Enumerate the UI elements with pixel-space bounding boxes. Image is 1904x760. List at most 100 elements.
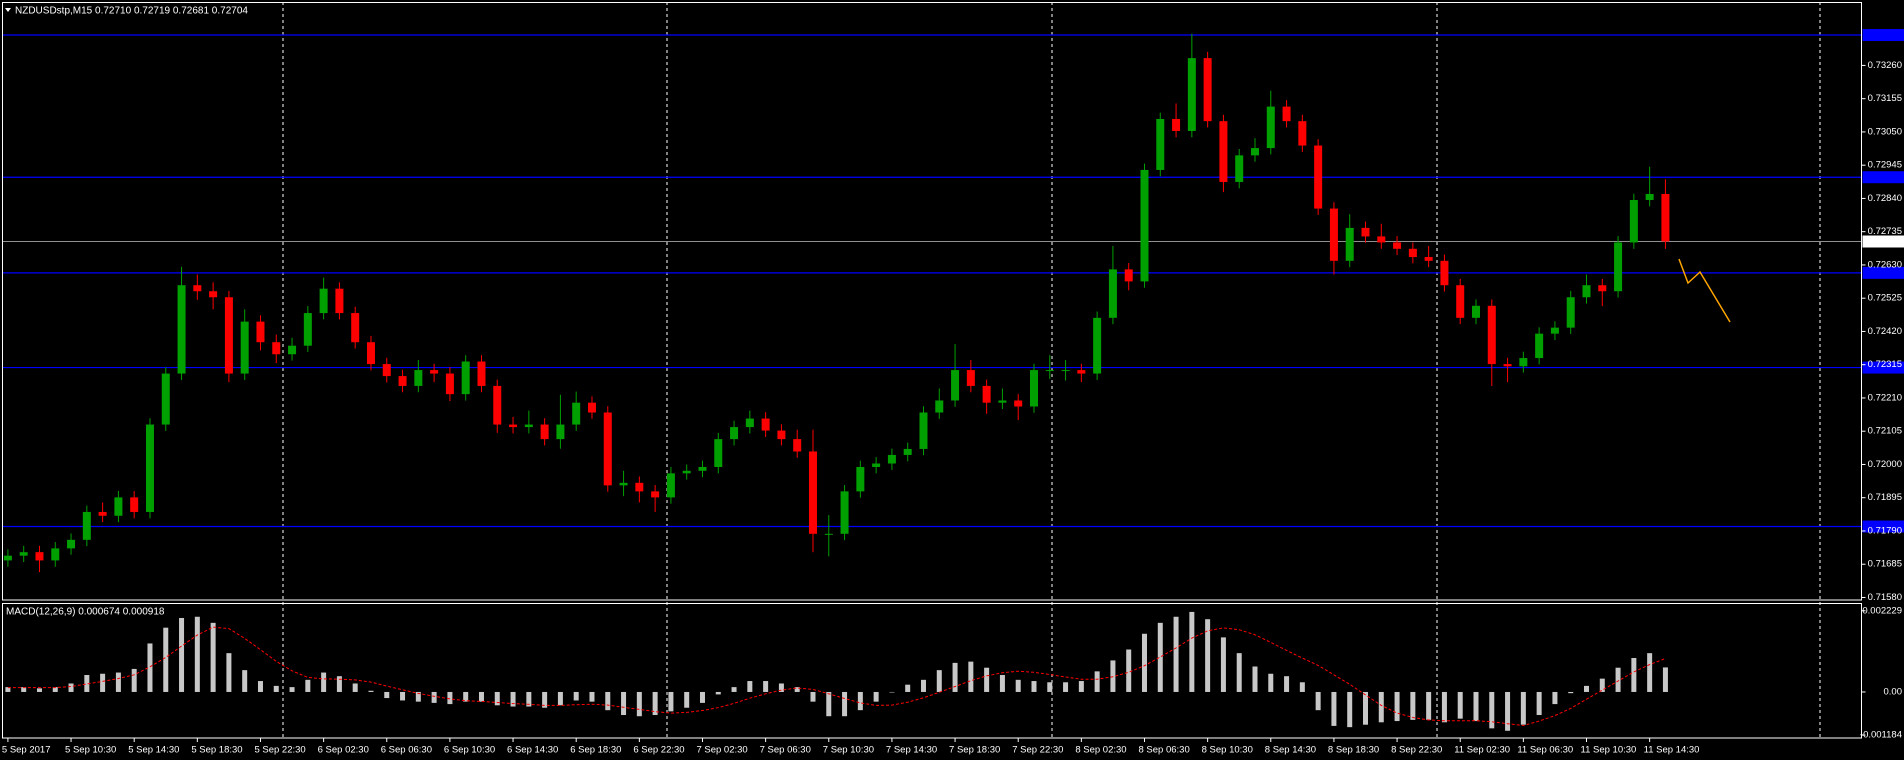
candle-body <box>1550 327 1559 334</box>
candle-body <box>572 402 581 425</box>
candle-body <box>1298 121 1307 146</box>
x-tick-label: 11 Sep 06:30 <box>1517 745 1573 756</box>
macd-bar <box>857 691 863 711</box>
macd-bar <box>778 683 784 692</box>
candle-body <box>1456 285 1465 318</box>
candle-body <box>477 361 486 386</box>
x-tick-label: 11 Sep 10:30 <box>1581 745 1637 756</box>
candle-body <box>51 548 60 561</box>
macd-bar <box>510 691 516 707</box>
macd-bar <box>1220 637 1226 692</box>
y-tick-label: 0.72735 <box>1868 226 1902 237</box>
y-tick-label: 0.72315 <box>1868 359 1902 370</box>
candle-body <box>1471 305 1480 318</box>
candle-body <box>1661 193 1670 242</box>
candle-body <box>509 424 518 428</box>
candle-body <box>366 342 375 365</box>
candle-body <box>1187 58 1196 131</box>
macd-bar <box>1647 653 1653 692</box>
candle-body <box>935 400 944 413</box>
x-tick-label: 6 Sep 18:30 <box>570 745 621 756</box>
y-tick-label: 0.002229 <box>1862 605 1902 616</box>
macd-bar <box>84 674 90 692</box>
candle-body <box>1566 297 1575 328</box>
x-tick-label: 5 Sep 18:30 <box>191 745 242 756</box>
candle-body <box>966 370 975 386</box>
x-tick-label: 7 Sep 18:30 <box>949 745 1000 756</box>
candle-body <box>793 439 802 452</box>
x-tick-label: 6 Sep 02:30 <box>318 745 369 756</box>
x-tick-label: 11 Sep 02:30 <box>1454 745 1510 756</box>
candle-body <box>67 539 76 549</box>
macd-bar <box>1599 678 1605 692</box>
candle-body <box>445 373 454 395</box>
candle-body <box>1077 370 1086 374</box>
macd-bar <box>494 691 500 706</box>
macd-bar <box>1299 682 1305 692</box>
macd-bar <box>731 687 737 692</box>
x-tick-label: 6 Sep 10:30 <box>444 745 495 756</box>
macd-bar <box>1473 691 1479 722</box>
candle-body <box>272 342 281 355</box>
candle-body <box>540 424 549 440</box>
macd-bar <box>447 691 453 705</box>
candle-body <box>1156 118 1165 170</box>
candle-body <box>698 466 707 471</box>
macd-bar <box>1031 681 1037 692</box>
menu-arrow <box>5 8 11 12</box>
x-tick-label: 8 Sep 22:30 <box>1391 745 1442 756</box>
macd-bar <box>636 691 642 717</box>
candle-body <box>414 370 423 386</box>
candle-body <box>1282 106 1291 122</box>
macd-bar <box>1536 691 1542 716</box>
macd-bar <box>1315 691 1321 711</box>
macd-bar <box>1489 691 1495 729</box>
macd-bar <box>1362 691 1368 725</box>
macd-bar <box>1236 653 1242 692</box>
macd-bar <box>147 643 153 692</box>
candle-body <box>635 482 644 492</box>
candle-body <box>1093 317 1102 374</box>
candle-body <box>161 373 170 425</box>
macd-bar <box>36 688 42 692</box>
candle-body <box>288 345 297 355</box>
macd-bar <box>842 691 848 717</box>
y-tick-label: 0.73260 <box>1868 60 1902 71</box>
candle-body <box>114 497 123 516</box>
candle-body <box>919 412 928 449</box>
current-price-label: 0.72704 <box>1868 237 1902 248</box>
x-tick-label: 8 Sep 18:30 <box>1328 745 1379 756</box>
macd-bar <box>747 681 753 692</box>
candle-body <box>1408 248 1417 258</box>
current-price-tag <box>1862 235 1904 248</box>
x-tick-label: 6 Sep 14:30 <box>507 745 558 756</box>
y-tick-label: 0.00 <box>1884 686 1903 697</box>
macd-bar <box>557 691 563 706</box>
signal-line <box>7 626 1666 727</box>
macd-bar <box>257 681 263 692</box>
x-tick-label: 11 Sep 14:30 <box>1644 745 1700 756</box>
macd-bar <box>573 691 579 701</box>
y-tick-label: 0.73155 <box>1868 93 1902 104</box>
level-tag <box>1862 266 1904 279</box>
macd-bar <box>526 691 532 707</box>
macd-bar <box>968 661 974 692</box>
y-tick-label: 0.71685 <box>1868 559 1902 570</box>
candle-body <box>1108 269 1117 318</box>
macd-bar <box>810 691 816 702</box>
macd-bar <box>1141 633 1147 692</box>
vertical-grid <box>282 2 1821 738</box>
macd-bar <box>179 617 185 692</box>
x-tick-label: 8 Sep 06:30 <box>1138 745 1189 756</box>
macd-bar <box>131 668 137 692</box>
candle-body <box>951 370 960 401</box>
y-tick-label: 0.72105 <box>1868 426 1902 437</box>
macd-bar <box>1331 691 1337 726</box>
macd-bar <box>1047 682 1053 692</box>
macd-bar <box>1063 682 1069 692</box>
macd-bar <box>21 687 27 692</box>
candle-body <box>1645 193 1654 201</box>
candle-body <box>493 385 502 425</box>
candle-body <box>1614 242 1623 292</box>
